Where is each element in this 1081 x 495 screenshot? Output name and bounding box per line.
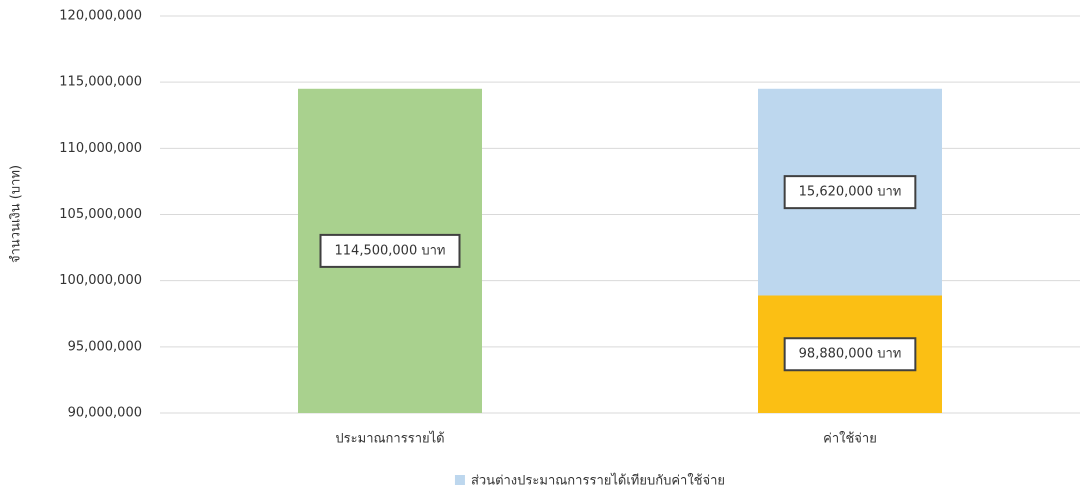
data-label: 114,500,000 บาท (319, 233, 461, 268)
data-label-box (783, 175, 917, 210)
y-tick-label: 105,000,000 (59, 207, 142, 222)
legend-label: ส่วนต่างประมาณการรายได้เทียบกับค่าใช้จ่า… (471, 473, 725, 489)
legend-swatch (454, 475, 465, 485)
y-axis-label: จำนวนเงิน (บาท) (9, 165, 24, 263)
data-label-box (783, 337, 917, 372)
x-tick-label: ประมาณการรายได้ (335, 431, 444, 447)
data-label-text: 114,500,000 บาท (335, 243, 446, 258)
legend: ส่วนต่างประมาณการรายได้เทียบกับค่าใช้จ่า… (454, 473, 725, 489)
y-tick-label: 95,000,000 (68, 339, 142, 354)
data-label: 15,620,000 บาท (783, 175, 917, 210)
data-label: 98,880,000 บาท (783, 337, 917, 372)
data-label-text: 15,620,000 บาท (799, 185, 902, 200)
y-tick-label: 120,000,000 (59, 9, 142, 24)
y-tick-label: 100,000,000 (59, 273, 142, 288)
y-tick-label: 90,000,000 (68, 406, 142, 421)
data-label-text: 98,880,000 บาท (799, 347, 902, 362)
x-tick-label: ค่าใช้จ่าย (823, 431, 877, 447)
y-tick-label: 110,000,000 (59, 141, 142, 156)
data-label-box (319, 233, 461, 268)
y-tick-label: 115,000,000 (59, 75, 142, 90)
